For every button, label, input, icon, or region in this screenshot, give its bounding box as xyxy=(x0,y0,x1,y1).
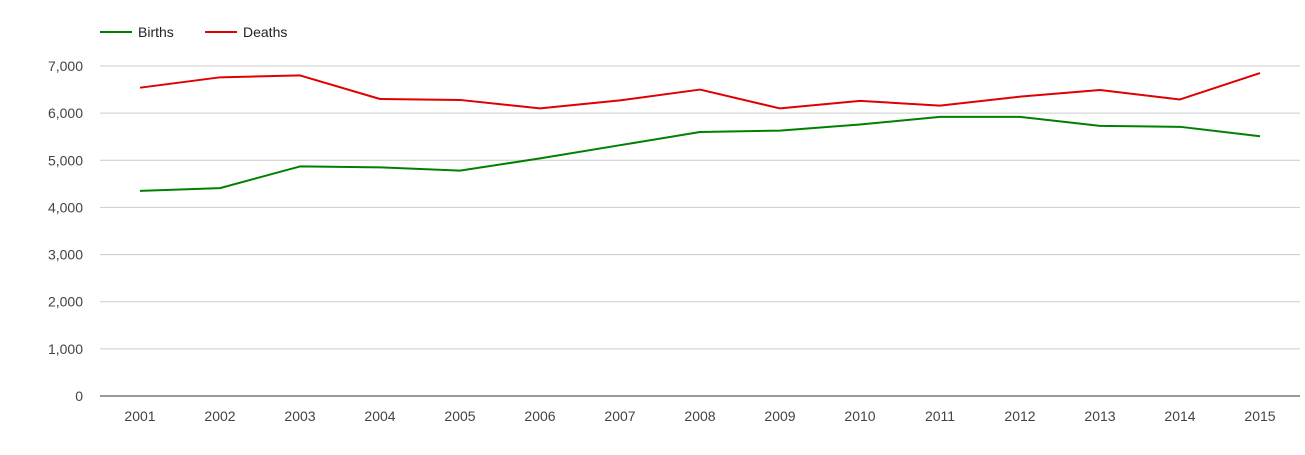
y-tick-label: 1,000 xyxy=(48,341,83,357)
x-tick-label: 2011 xyxy=(925,408,955,424)
series-line-births xyxy=(139,115,1261,192)
y-tick-label: 5,000 xyxy=(48,152,83,168)
grid-lines xyxy=(100,65,1300,350)
series-line-deaths xyxy=(139,72,1261,110)
x-tick-label: 2009 xyxy=(764,408,795,424)
x-tick-label: 2003 xyxy=(284,408,315,424)
x-tick-label: 2008 xyxy=(684,408,715,424)
y-tick-label: 0 xyxy=(75,388,83,404)
x-tick-label: 2014 xyxy=(1164,408,1195,424)
legend-label-births: Births xyxy=(138,24,174,40)
x-tick-label: 2013 xyxy=(1084,408,1115,424)
x-axis: 2001 2002 2003 2004 2005 2006 2007 2008 2009 2010… xyxy=(100,395,1300,424)
x-tick-label: 2005 xyxy=(444,408,475,424)
y-tick-label: 4,000 xyxy=(48,199,83,215)
y-tick-label: 7,000 xyxy=(48,58,83,74)
y-axis: 0 1,000 2,000 3,000 4,000 5,000 6,000 7,000 xyxy=(48,58,83,404)
legend-label-deaths: Deaths xyxy=(243,24,287,40)
y-tick-label: 6,000 xyxy=(48,105,83,121)
x-tick-label: 2015 xyxy=(1244,408,1275,424)
legend: Births Deaths xyxy=(100,24,287,40)
x-tick-label: 2004 xyxy=(364,408,395,424)
series-layer xyxy=(139,72,1261,192)
y-tick-label: 3,000 xyxy=(48,247,83,263)
x-tick-label: 2006 xyxy=(524,408,555,424)
x-tick-label: 2012 xyxy=(1004,408,1035,424)
y-tick-label: 2,000 xyxy=(48,294,83,310)
x-tick-label: 2007 xyxy=(604,408,635,424)
x-tick-label: 2001 xyxy=(124,408,155,424)
x-tick-label: 2002 xyxy=(204,408,235,424)
x-tick-label: 2010 xyxy=(844,408,875,424)
